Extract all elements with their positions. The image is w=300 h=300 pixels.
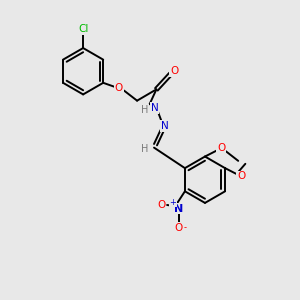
Text: O: O bbox=[115, 83, 123, 93]
Text: N: N bbox=[160, 121, 168, 131]
Text: N: N bbox=[174, 204, 184, 214]
Text: +: + bbox=[169, 197, 176, 206]
Text: N: N bbox=[151, 103, 158, 113]
Text: O: O bbox=[217, 143, 226, 153]
Text: O: O bbox=[170, 66, 178, 76]
Text: H: H bbox=[141, 144, 148, 154]
Text: Cl: Cl bbox=[78, 24, 88, 34]
Text: H: H bbox=[141, 105, 148, 115]
Text: O: O bbox=[237, 172, 245, 182]
Text: O: O bbox=[175, 223, 183, 232]
Text: O: O bbox=[157, 200, 165, 210]
Text: -: - bbox=[184, 223, 187, 232]
